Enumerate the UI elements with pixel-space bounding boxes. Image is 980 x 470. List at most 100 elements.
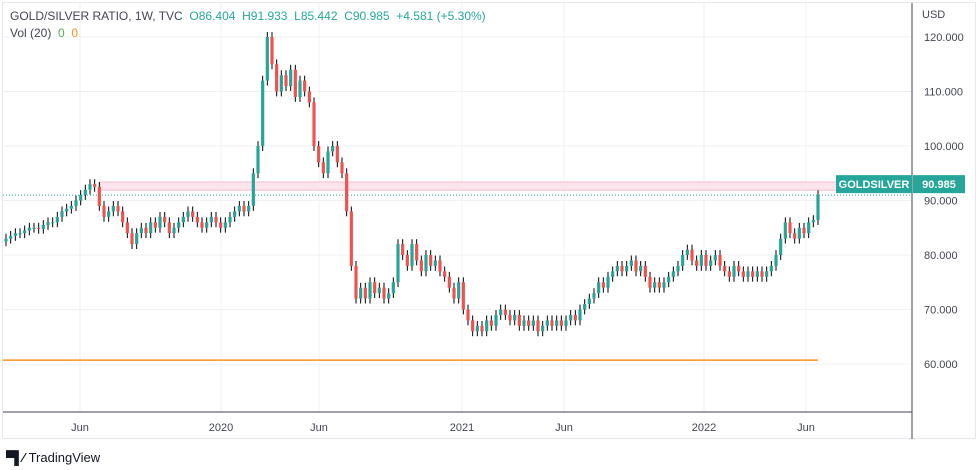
symbol-tag [836,175,912,194]
candle-body [559,320,563,326]
candle-body [657,282,661,288]
candle-body [312,102,316,146]
candle-body [387,293,391,299]
candle-body [517,314,521,326]
candle-body [489,320,493,326]
candle-body [690,249,694,261]
candle-body [265,37,269,81]
candle-body [536,320,540,332]
candle-body [541,325,545,332]
candle-body [569,314,573,321]
candle-body [606,276,610,288]
candle-body [382,287,386,299]
candle-body [788,222,792,234]
candle-body [153,222,157,228]
candle-body [18,233,22,235]
candle-body [662,282,666,288]
candle-body [704,255,708,266]
open-value: O86.404 [189,9,236,23]
candle-body [391,282,395,294]
x-tick-label: Jun [555,422,573,434]
candle-body [107,211,111,217]
candle-body [643,265,647,277]
resistance-band [99,181,879,191]
x-tick-label: Jun [310,422,328,434]
candle-body [74,200,78,206]
candle-body [340,162,344,174]
candle-body [755,271,759,277]
candle-body [88,184,92,190]
candle-body [401,244,405,255]
candle-body [457,282,461,299]
candle-body [620,265,624,272]
candle-body [293,69,297,97]
candle-body [130,233,134,245]
candle-body [65,208,69,212]
candle-body [60,211,64,217]
candle-body [583,304,587,310]
candle-body [177,222,181,228]
candle-body [751,271,755,277]
candle-body [713,255,717,261]
x-tick-label: 2020 [209,422,233,434]
candle-body [83,189,87,196]
chart-frame [2,2,976,439]
candle-body [158,216,162,228]
candle-body [732,265,736,277]
candle-body [256,146,260,174]
candle-body [513,314,517,321]
candle-body [671,271,675,277]
candle-body [223,222,227,228]
candle-body [531,320,535,326]
y-tick-label: 90.000 [924,196,958,208]
candle-body [349,211,353,266]
volume-value-a: 0 [58,26,65,40]
candle-body [760,271,764,277]
candle-body [438,260,442,272]
candle-body [41,225,45,229]
candle-body [709,260,713,266]
candle-body [289,69,293,87]
candle-body [209,216,213,223]
candle-body [592,293,596,299]
candle-body [648,276,652,288]
candle-body [317,146,321,163]
candle-body [615,265,619,272]
footer[interactable]: ▀▌⁄ TradingView [6,450,100,465]
candle-body [685,249,689,255]
candle-body [279,75,283,92]
candle-body [774,255,778,266]
candle-body [816,195,820,221]
candle-body [111,205,115,212]
candle-body [601,282,605,288]
candle-body [475,325,479,332]
x-tick-label: 2022 [692,422,716,434]
candle-body [237,205,241,212]
candle-body [508,314,512,321]
y-tick-label: 80.000 [924,250,958,262]
candle-body [783,222,787,239]
candle-body [587,298,591,305]
candle-body [653,282,657,288]
candle-body [345,173,349,212]
price-tag [913,175,965,194]
y-tick-label: 100.000 [924,141,964,153]
candle-body [415,244,419,261]
volume-label: Vol (20) [10,26,52,40]
candle-body [466,309,470,321]
candle-body [186,211,190,217]
symbol-tag-label: GOLDSILVER [839,179,910,191]
candle-body [424,255,428,272]
candle-body [779,238,783,255]
candle-body [32,227,36,229]
candle-body [555,320,559,326]
candle-body [737,265,741,272]
candle-body [27,227,31,231]
candle-body [471,320,475,332]
candle-body [405,255,409,266]
candle-body [723,265,727,272]
candle-body [23,230,27,234]
candle-body [191,211,195,217]
candle-body [172,227,176,234]
